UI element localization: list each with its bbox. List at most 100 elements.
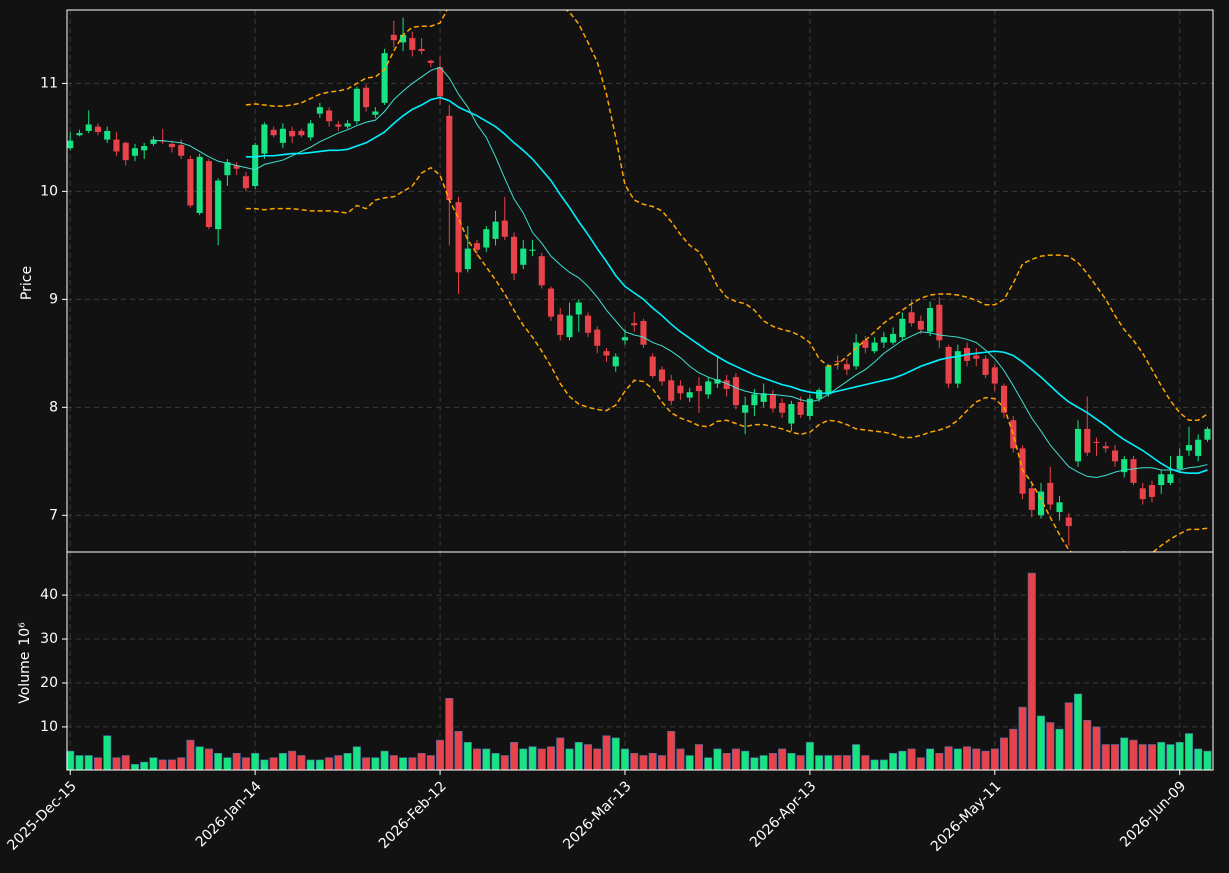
volume-bar <box>66 750 75 771</box>
candle-body <box>1000 385 1008 413</box>
volume-bar <box>223 757 232 771</box>
candle-body <box>1093 441 1100 443</box>
candle-body <box>695 385 702 392</box>
candle-body <box>927 307 934 332</box>
volume-bar <box>667 731 676 771</box>
volume-bar <box>130 763 139 771</box>
volume-bar <box>1175 742 1184 771</box>
candle-body <box>862 340 869 348</box>
volume-label-text: Volume <box>17 652 33 704</box>
volume-bar <box>768 752 777 771</box>
volume-bar <box>852 744 861 771</box>
volume-panel-border <box>66 551 1214 771</box>
volume-bar <box>1027 572 1036 771</box>
candle-body <box>668 380 675 401</box>
candle-body <box>242 176 249 189</box>
volume-bar <box>251 752 260 771</box>
volume-bar <box>704 757 713 771</box>
candle-body <box>797 401 804 415</box>
candle-body <box>1084 428 1091 453</box>
volume-bar <box>297 755 306 771</box>
candle-body <box>917 320 924 330</box>
candle-body <box>187 158 194 206</box>
volume-bar <box>898 750 907 771</box>
candle-body <box>640 320 647 345</box>
y-axis-label: Price <box>19 266 35 300</box>
volume-bar <box>593 748 602 771</box>
candle-body <box>1074 428 1082 462</box>
volume-bar <box>889 752 898 771</box>
volume-bar <box>195 746 204 771</box>
candle-body <box>1121 459 1128 473</box>
volume-bar <box>1147 744 1156 771</box>
volume-bar <box>657 755 666 771</box>
volume-bar <box>796 755 805 771</box>
candle-body <box>492 221 499 239</box>
volume-bar <box>583 744 592 771</box>
candle-body <box>843 364 850 370</box>
candle-body <box>1167 474 1174 483</box>
volume-bar <box>547 746 556 771</box>
candle-body <box>252 144 259 186</box>
candle-body <box>566 315 573 338</box>
volume-bar <box>990 748 999 771</box>
volume-bar <box>436 739 445 771</box>
volume-bar <box>916 757 925 771</box>
y-tick-label: 11 <box>40 75 58 91</box>
y-tick-label: 9 <box>49 291 58 307</box>
candle-body <box>122 142 129 161</box>
volume-bar <box>473 748 482 771</box>
candle-body <box>400 34 407 43</box>
volume-bar <box>1009 728 1018 771</box>
candle-body <box>603 351 610 356</box>
candle-body <box>825 366 832 395</box>
candle-body <box>150 139 157 144</box>
candle-body <box>261 124 268 154</box>
volume-bar <box>371 757 380 771</box>
candle-body <box>1102 446 1109 449</box>
volume-bar <box>93 757 102 771</box>
candle-body <box>464 248 471 270</box>
volume-bar <box>241 757 250 771</box>
candle-body <box>335 124 342 127</box>
candle-body <box>880 337 887 343</box>
candle-body <box>501 220 508 237</box>
volume-bar <box>186 739 195 771</box>
volume-bar <box>953 748 962 771</box>
volume-bar <box>260 759 269 771</box>
candle-body <box>390 34 397 41</box>
volume-bar <box>214 752 223 771</box>
candle-body <box>575 302 582 315</box>
volume-bar <box>630 752 639 771</box>
volume-bar <box>574 742 583 771</box>
volume-bar <box>713 748 722 771</box>
volume-bar <box>926 748 935 771</box>
candle-body <box>769 394 776 409</box>
volume-bar <box>1046 722 1055 771</box>
candle-body <box>224 162 231 176</box>
volume-bar <box>454 731 463 771</box>
candle-body <box>742 405 749 413</box>
volume-bar <box>519 748 528 771</box>
candle-body <box>205 161 212 228</box>
candle-body <box>196 156 203 213</box>
volume-bar <box>177 757 186 771</box>
volume-bar <box>204 748 213 771</box>
volume-bar <box>1055 728 1064 771</box>
volume-axis-label: Volume 10⁶ <box>17 622 33 704</box>
volume-bar <box>1110 744 1119 771</box>
candle-body <box>76 133 83 136</box>
y-tick-label: 20 <box>40 675 58 691</box>
volume-bar <box>1074 693 1083 771</box>
volume-bar <box>269 757 278 771</box>
volume-bar <box>140 761 149 771</box>
volume-bar <box>510 742 519 771</box>
candle-body <box>270 129 277 136</box>
candle-body <box>1111 450 1119 462</box>
volume-bar <box>741 750 750 771</box>
candle-body <box>1158 474 1165 486</box>
volume-bar <box>759 755 768 771</box>
candle-body <box>788 404 795 424</box>
volume-bar <box>963 746 972 771</box>
